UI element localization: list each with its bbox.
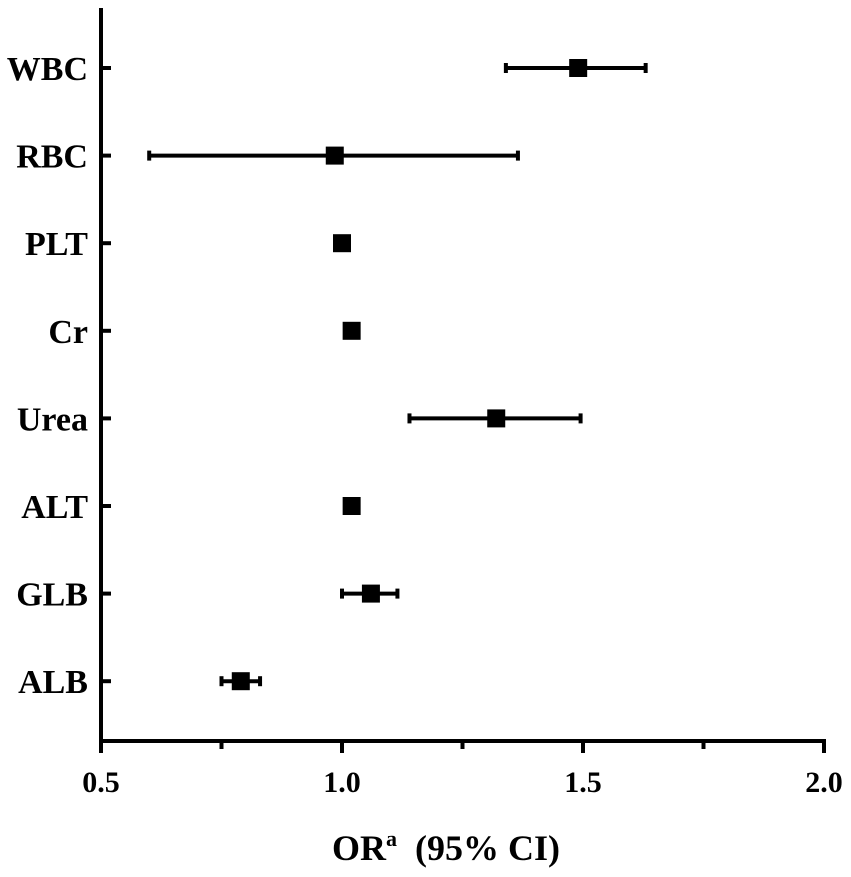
category-label-cr: Cr xyxy=(48,314,88,351)
plot-axes xyxy=(99,8,826,743)
category-label-glb: GLB xyxy=(16,577,88,614)
category-label-alt: ALT xyxy=(21,489,88,526)
category-label-plt: PLT xyxy=(25,226,88,263)
x-tick-label: 1.0 xyxy=(323,766,361,799)
x-axis-ticks: 0.5 1.0 1.5 2.0 xyxy=(82,741,843,799)
category-label-rbc: RBC xyxy=(16,139,88,176)
estimate-marker-urea xyxy=(487,409,506,428)
category-label-wbc: WBC xyxy=(7,51,88,88)
category-label-alb: ALB xyxy=(18,664,88,701)
estimate-marker-wbc xyxy=(569,59,588,77)
estimate-marker-plt xyxy=(333,234,351,253)
x-tick-label: 1.5 xyxy=(564,766,602,799)
x-axis-title-superscript: a xyxy=(386,826,397,851)
category-label-urea: Urea xyxy=(17,401,88,438)
x-tick-label: 2.0 xyxy=(805,766,843,799)
y-axis-ticks xyxy=(101,66,111,684)
estimate-marker-alt xyxy=(342,497,361,515)
x-axis-title-suffix: (95% CI) xyxy=(415,828,560,868)
estimate-marker-alb xyxy=(231,672,250,691)
estimate-marker-rbc xyxy=(325,146,344,165)
x-axis-title: ORa (95% CI) xyxy=(332,826,560,868)
x-axis-title-main: OR xyxy=(332,828,387,868)
estimate-marker-cr xyxy=(342,321,361,340)
category-labels: WBC RBC PLT Cr Urea ALT GLB ALB xyxy=(7,51,89,701)
x-tick-label: 0.5 xyxy=(82,766,120,799)
estimate-marker-glb xyxy=(361,584,380,603)
forest-marks xyxy=(147,59,648,691)
